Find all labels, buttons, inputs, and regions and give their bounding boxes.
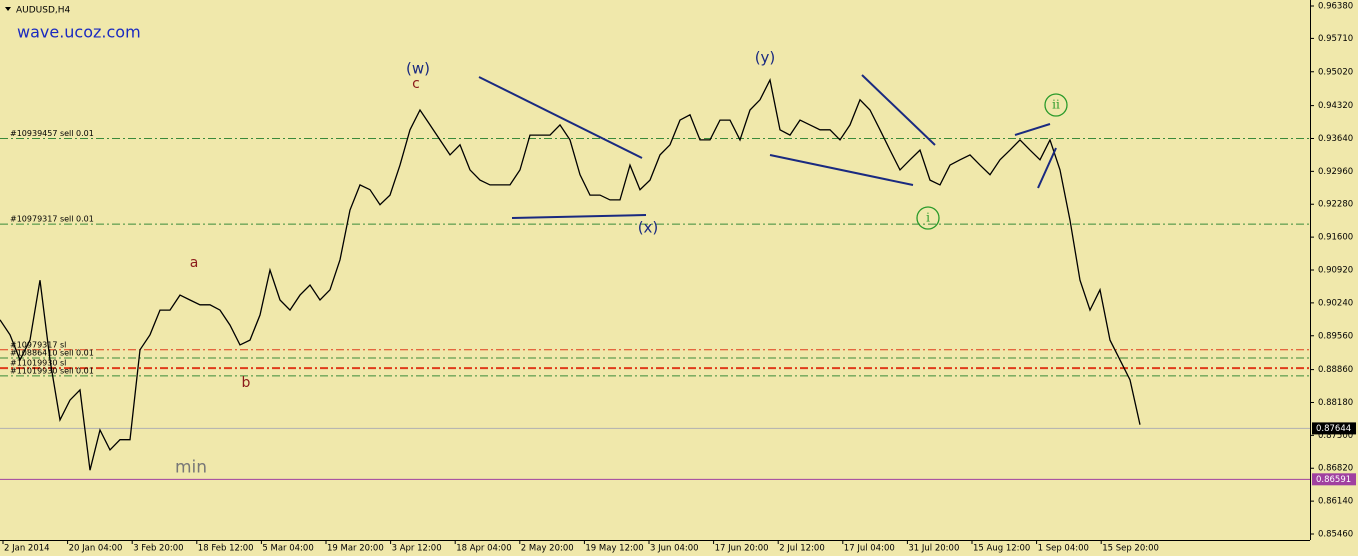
y-tick-label: 0.93640 [1318, 134, 1353, 144]
trend-line [478, 76, 643, 159]
x-tick-label: 2 Jan 2014 [4, 544, 50, 554]
price-line [0, 78, 1141, 471]
wave-label: i [926, 211, 930, 225]
order-label: #10886410 sell 0.01 [10, 349, 94, 358]
y-tick-label: 0.86140 [1318, 497, 1353, 507]
wave-label: (y) [755, 49, 776, 67]
current-price-label: 0.87644 [1316, 424, 1351, 434]
y-tick-label: 0.95020 [1318, 67, 1353, 77]
wave-label: (w) [406, 60, 430, 78]
order-label: #10939457 sell 0.01 [10, 129, 94, 138]
min-price-badge [1312, 473, 1356, 486]
y-tick-label: 0.85460 [1318, 530, 1353, 540]
wave-label: c [412, 76, 420, 92]
x-tick-label: 3 Feb 20:00 [133, 544, 183, 554]
x-tick-label: 18 Apr 04:00 [456, 544, 511, 554]
x-tick-label: 18 Feb 12:00 [198, 544, 254, 554]
wave-label: b [242, 375, 251, 391]
watermark: wave.ucoz.com [17, 23, 141, 42]
trend-line [861, 74, 936, 146]
trend-line [769, 154, 914, 186]
y-tick-label: 0.86820 [1318, 464, 1353, 474]
x-tick-label: 2 Jul 12:00 [779, 544, 825, 554]
current-price-badge [1312, 422, 1356, 435]
y-tick-label: 0.89560 [1318, 331, 1353, 341]
trend-line [1037, 147, 1057, 189]
y-tick-label: 0.92960 [1318, 167, 1353, 177]
order-label: #10979317 sell 0.01 [10, 215, 94, 224]
wave-circle [1044, 93, 1068, 117]
y-tick-label: 0.92280 [1318, 200, 1353, 210]
x-tick-label: 17 Jul 04:00 [844, 544, 895, 554]
y-tick-label: 0.95710 [1318, 34, 1353, 44]
x-tick-label: 19 Mar 20:00 [327, 544, 384, 554]
x-tick-label: 3 Jun 04:00 [650, 544, 699, 554]
y-tick-label: 0.90240 [1318, 298, 1353, 308]
plot: #10939457 sell 0.01 #10979317 sell 0.01 #1… [0, 49, 1310, 480]
order-label: #11019930 sl [10, 359, 66, 368]
x-tick-label: 2 May 20:00 [521, 544, 574, 554]
x-tick-label: 5 Mar 04:00 [262, 544, 313, 554]
wave-circle [916, 206, 940, 230]
x-tick-label: 20 Jan 04:00 [69, 544, 123, 554]
wave-label: (x) [638, 219, 659, 237]
min-text: min [175, 457, 207, 477]
y-tick-label: 0.88180 [1318, 398, 1353, 408]
symbol-title: AUDUSD,H4 [16, 6, 71, 16]
x-tick-label: 19 May 12:00 [585, 544, 643, 554]
wave-label: a [190, 255, 199, 271]
x-tick-label: 15 Aug 12:00 [973, 544, 1030, 554]
y-tick-label: 0.94320 [1318, 101, 1353, 111]
y-tick-label: 0.87500 [1318, 431, 1353, 441]
trend-lines [478, 74, 1057, 219]
order-label: #10979317 sl [10, 340, 66, 349]
wave-label: ii [1052, 98, 1060, 112]
y-tick-label: 0.91600 [1318, 233, 1353, 243]
y-tick-label: 0.88860 [1318, 365, 1353, 375]
trend-line [511, 214, 647, 219]
x-tick-label: 3 Apr 12:00 [392, 544, 442, 554]
x-tick-label: 31 Jul 20:00 [908, 544, 959, 554]
y-tick-label: 0.96380 [1318, 2, 1353, 12]
x-tick-label: 17 Jun 20:00 [715, 544, 769, 554]
x-tick-label: 1 Sep 04:00 [1038, 544, 1089, 554]
x-tick-label: 15 Sep 20:00 [1102, 544, 1159, 554]
min-price-label: 0.86591 [1316, 475, 1351, 485]
menu-arrow[interactable] [5, 7, 11, 11]
trend-line [1014, 123, 1051, 136]
y-tick-label: 0.90920 [1318, 266, 1353, 276]
